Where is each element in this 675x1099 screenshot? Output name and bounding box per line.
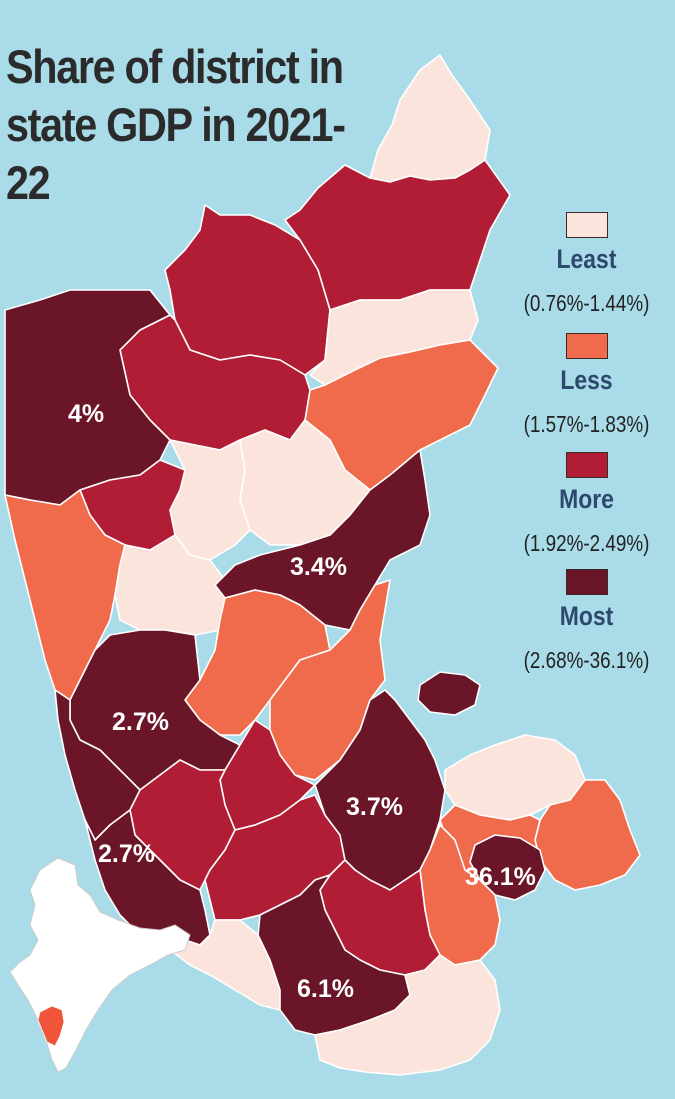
legend-range-least: (0.76%-1.44%)	[523, 290, 650, 316]
label-ballari: 3.4%	[290, 553, 347, 581]
legend-swatch-least	[566, 212, 608, 238]
legend-swatch-most	[566, 569, 608, 595]
district-bengaluru-urban	[469, 834, 546, 901]
map-title: Share of district in state GDP in 2021-2…	[6, 40, 346, 209]
district-chamarajanagar	[314, 954, 501, 1076]
label-dakshina-kannada: 2.7%	[98, 840, 155, 868]
legend-label-less: Less	[560, 365, 613, 395]
legend-range-less: (1.57%-1.83%)	[523, 411, 650, 437]
legend-range-most: (2.68%-36.1%)	[523, 647, 650, 673]
legend-swatch-more	[566, 452, 608, 478]
legend-range-more: (1.92%-2.49%)	[523, 530, 650, 556]
district-vijayanagara	[184, 589, 331, 736]
legend-swatch-less	[566, 333, 608, 359]
district-enclave	[417, 671, 481, 716]
district-dakshina-kannada	[84, 809, 211, 951]
label-mysuru: 6.1%	[297, 975, 354, 1003]
label-bengaluru-urban: 36.1%	[465, 863, 536, 891]
legend-label-more: More	[559, 484, 614, 514]
district-bidar	[369, 54, 491, 183]
india-inset	[9, 857, 191, 1073]
legend-item-most: Most (2.68%-36.1%)	[498, 569, 675, 685]
karnataka-highlight	[37, 1005, 65, 1047]
legend-label-most: Most	[559, 601, 614, 631]
district-uttara-kannada	[4, 489, 126, 701]
legend-label-least: Least	[556, 244, 617, 274]
legend-item-more: More (1.92%-2.49%)	[498, 452, 675, 568]
label-shivamogga: 2.7%	[112, 708, 169, 736]
district-gadag	[169, 439, 251, 561]
label-belagavi: 4%	[68, 400, 104, 428]
label-tumakuru: 3.7%	[346, 793, 403, 821]
legend-item-less: Less (1.57%-1.83%)	[498, 333, 675, 449]
legend-item-least: Least (0.76%-1.44%)	[498, 212, 675, 328]
